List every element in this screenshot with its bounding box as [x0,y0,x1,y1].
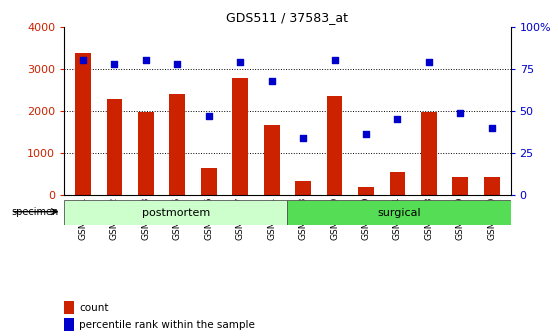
Point [299,135,307,140]
Text: surgical: surgical [377,208,421,217]
Bar [64,200,287,225]
Bar [453,177,468,195]
Bar [326,96,343,195]
Bar [421,112,437,195]
Bar [64,301,74,314]
Point [393,117,402,122]
Point [235,59,244,65]
Point [141,58,150,63]
Point [425,59,434,65]
Title: GDS511 / 37583_at: GDS511 / 37583_at [227,11,348,24]
Text: percentile rank within the sample: percentile rank within the sample [79,320,255,330]
Bar [201,168,217,195]
Point [173,61,182,67]
Text: count: count [79,303,108,313]
Bar [232,78,248,195]
Bar [75,53,91,195]
Text: specimen: specimen [11,207,59,217]
Bar [170,94,185,195]
Point [204,113,213,119]
Bar [287,200,511,225]
Point [487,125,496,130]
Bar [138,112,154,195]
Bar [484,177,499,195]
Point [362,132,371,137]
Bar [389,172,405,195]
Point [79,58,88,63]
Bar [295,181,311,195]
Bar [107,99,122,195]
Point [330,58,339,63]
Point [110,61,119,67]
Text: postmortem: postmortem [142,208,210,217]
Bar [64,318,74,331]
Point [456,110,465,115]
Bar [358,187,374,195]
Point [267,78,276,83]
Bar [264,125,280,195]
